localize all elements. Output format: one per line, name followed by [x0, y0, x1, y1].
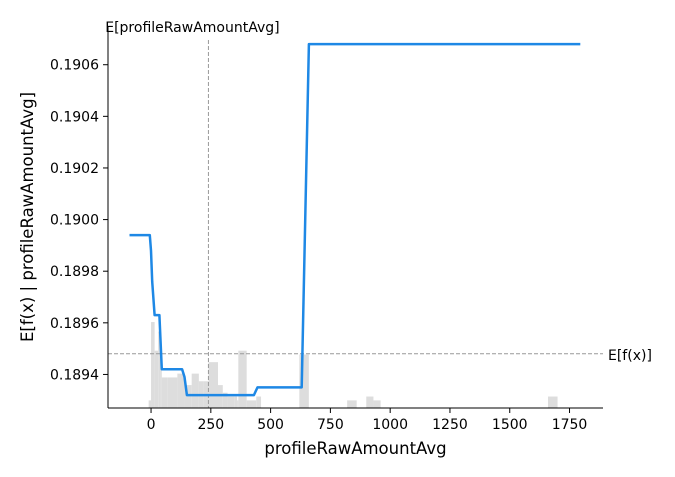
- histogram-bar: [148, 400, 152, 408]
- x-tick-label: 1000: [372, 417, 408, 433]
- histogram-bar: [347, 400, 357, 408]
- histogram-bar: [256, 396, 262, 408]
- x-tick-label: 250: [197, 417, 224, 433]
- expected-y-label: E[f(x)]: [608, 348, 652, 364]
- x-tick-label: 1500: [492, 417, 528, 433]
- dependence-series: [129, 42, 581, 397]
- histogram-bar: [222, 392, 228, 408]
- dependence-line: [129, 42, 581, 397]
- histogram-bar: [246, 400, 257, 408]
- y-tick-label: 0.1900: [50, 213, 99, 229]
- histogram-bar: [234, 396, 238, 408]
- expected-x-label: E[profileRawAmountAvg]: [105, 20, 279, 36]
- histogram-bar: [191, 373, 199, 408]
- histogram-bar: [366, 396, 374, 408]
- y-tick-label: 0.1902: [50, 161, 99, 177]
- histogram-bar: [151, 322, 155, 408]
- histogram-bar: [177, 373, 185, 408]
- x-ticks: 0 250 500 750 1000 1250 1500 1750: [147, 408, 588, 433]
- histogram-bar: [238, 350, 247, 408]
- x-tick-label: 750: [317, 417, 344, 433]
- axes: [107, 26, 603, 409]
- y-tick-label: 0.1904: [50, 109, 99, 125]
- histogram-bar: [160, 365, 162, 408]
- histogram-bar: [227, 396, 235, 408]
- histogram-bar: [167, 377, 178, 408]
- histogram: [148, 322, 558, 408]
- x-tick-label: 0: [147, 417, 156, 433]
- histogram-bar: [154, 350, 159, 408]
- reference-lines: [108, 40, 603, 408]
- x-tick-label: 500: [257, 417, 284, 433]
- histogram-bar: [208, 362, 218, 408]
- histogram-bar: [299, 354, 309, 408]
- histogram-bar: [184, 385, 192, 408]
- x-axis-title: profileRawAmountAvg: [264, 439, 446, 458]
- y-ticks: 0.1894 0.1896 0.1898 0.1900 0.1902 0.1904 0.19…: [50, 58, 108, 383]
- y-tick-label: 0.1896: [50, 316, 99, 332]
- x-tick-label: 1250: [432, 417, 468, 433]
- histogram-bar: [373, 400, 381, 408]
- y-tick-label: 0.1898: [50, 264, 99, 280]
- y-axis-title: E[f(x) | profileRawAmountAvg]: [18, 92, 37, 342]
- histogram-bar: [548, 396, 558, 408]
- y-tick-label: 0.1906: [50, 58, 99, 74]
- x-tick-label: 1750: [552, 417, 588, 433]
- histogram-bar: [218, 385, 223, 408]
- y-tick-label: 0.1894: [50, 367, 99, 383]
- histogram-bar: [158, 331, 161, 408]
- histogram-bar: [161, 377, 168, 408]
- histogram-bar: [237, 400, 239, 408]
